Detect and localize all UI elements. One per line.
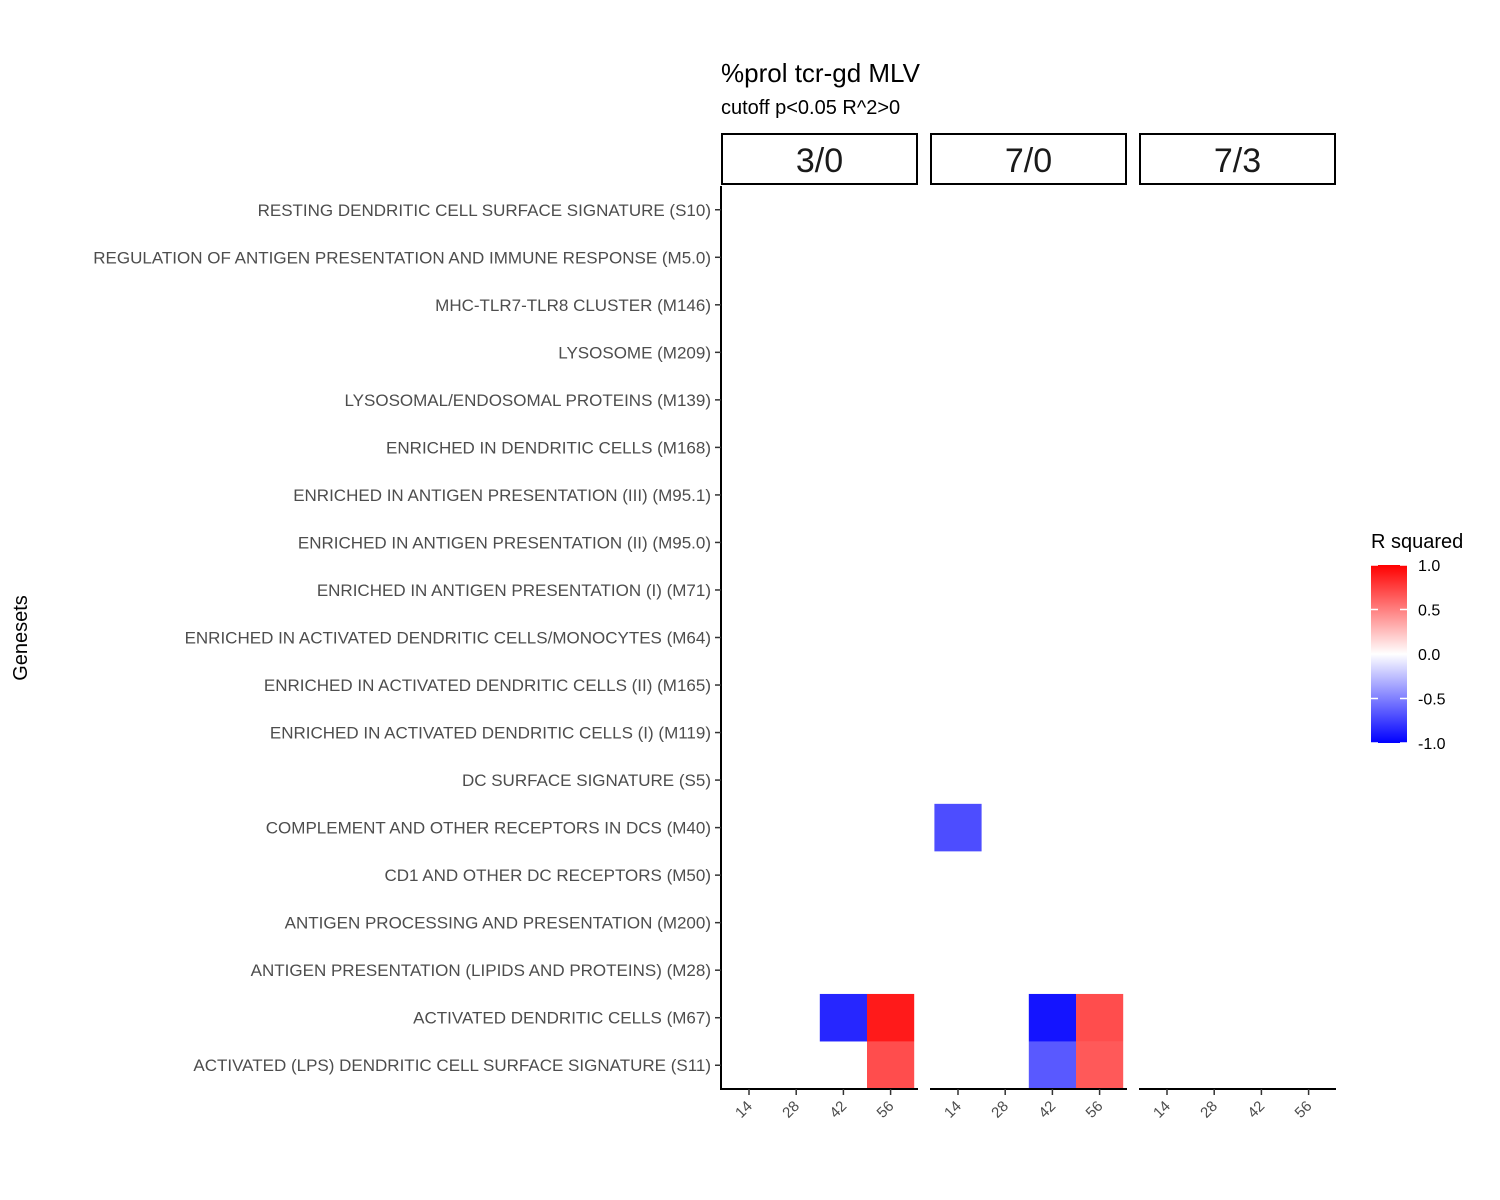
x-tick-label: 42: [1035, 1098, 1059, 1122]
heatmap-cell: [1028, 1041, 1076, 1089]
x-tick-label: 14: [941, 1098, 965, 1122]
facet-panels: 3/0 7/0 7/3: [721, 133, 1336, 185]
y-tick-label: CD1 AND OTHER DC RECEPTORS (M50): [384, 866, 711, 885]
y-tick-label: ENRICHED IN ANTIGEN PRESENTATION (III) (…: [293, 486, 711, 505]
facet-strip: [721, 133, 918, 185]
x-tick-label: 56: [874, 1098, 898, 1122]
y-tick-label: ACTIVATED DENDRITIC CELLS (M67): [413, 1009, 711, 1028]
x-tick-label: 14: [732, 1098, 756, 1122]
heatmap-cell: [867, 993, 915, 1042]
heatmap-cells: [819, 803, 1124, 1089]
facet-label: 7/0: [1005, 142, 1052, 180]
heatmap-cell: [1076, 993, 1124, 1042]
y-tick-label: LYSOSOMAL/ENDOSOMAL PROTEINS (M139): [344, 391, 711, 410]
y-axis-title: Genesets: [10, 595, 32, 681]
heatmap-cell: [1028, 993, 1076, 1042]
y-tick-label: LYSOSOME (M209): [558, 343, 711, 362]
x-tick-label: 14: [1150, 1098, 1174, 1122]
y-tick-label: ANTIGEN PRESENTATION (LIPIDS AND PROTEIN…: [251, 961, 711, 980]
y-tick-label: ENRICHED IN ANTIGEN PRESENTATION (II) (M…: [298, 533, 711, 552]
y-tick-label: ANTIGEN PROCESSING AND PRESENTATION (M20…: [285, 914, 711, 933]
y-tick-label: ENRICHED IN ACTIVATED DENDRITIC CELLS (I…: [264, 676, 711, 695]
y-tick-label: ENRICHED IN ACTIVATED DENDRITIC CELLS (I…: [270, 724, 711, 743]
heatmap-cell: [867, 1041, 915, 1089]
axes: 14 28 42 56 14 28 42 56 14 28 42 56 RESTING DENDRITI…: [10, 186, 1336, 1122]
y-tick-label: ENRICHED IN DENDRITIC CELLS (M168): [386, 438, 711, 457]
y-tick-label: REGULATION OF ANTIGEN PRESENTATION AND I…: [93, 248, 711, 267]
legend-tick-label: 0.0: [1418, 647, 1440, 664]
facet-label: 7/3: [1214, 142, 1261, 180]
facet-label: 3/0: [796, 142, 843, 180]
facet-strip: [930, 133, 1127, 185]
y-tick-label: MHC-TLR7-TLR8 CLUSTER (M146): [435, 296, 711, 315]
y-tick-label: RESTING DENDRITIC CELL SURFACE SIGNATURE…: [258, 201, 711, 220]
x-tick-label: 56: [1083, 1098, 1107, 1122]
y-tick-label: ENRICHED IN ANTIGEN PRESENTATION (I) (M7…: [317, 581, 711, 600]
legend-title: R squared: [1371, 531, 1464, 553]
facet-strip: [1139, 133, 1336, 185]
x-tick-label: 42: [1244, 1098, 1268, 1122]
y-tick-label: DC SURFACE SIGNATURE (S5): [462, 771, 711, 790]
heatmap-cell: [1076, 1041, 1124, 1089]
chart-subtitle: cutoff p<0.05 R^2>0: [721, 97, 901, 119]
legend-tick-label: 0.5: [1418, 603, 1440, 620]
y-tick-label: COMPLEMENT AND OTHER RECEPTORS IN DCS (M…: [266, 819, 711, 838]
color-legend: 1.0 0.5 0.0 -0.5 -1.0: [1371, 558, 1446, 753]
x-tick-label: 28: [1197, 1098, 1221, 1122]
x-tick-label: 28: [779, 1098, 803, 1122]
y-tick-label: ENRICHED IN ACTIVATED DENDRITIC CELLS/MO…: [185, 629, 711, 648]
heatmap-cell: [934, 803, 982, 852]
y-tick-label: ACTIVATED (LPS) DENDRITIC CELL SURFACE S…: [193, 1056, 711, 1075]
x-tick-label: 42: [826, 1098, 850, 1122]
legend-tick-label: 1.0: [1418, 558, 1440, 575]
legend-tick-label: -1.0: [1418, 736, 1446, 753]
x-tick-label: 28: [988, 1098, 1012, 1122]
legend-tick-label: -0.5: [1418, 692, 1446, 709]
x-tick-label: 56: [1292, 1098, 1316, 1122]
heatmap-cell: [819, 993, 867, 1042]
chart-title: %prol tcr-gd MLV: [721, 58, 920, 88]
